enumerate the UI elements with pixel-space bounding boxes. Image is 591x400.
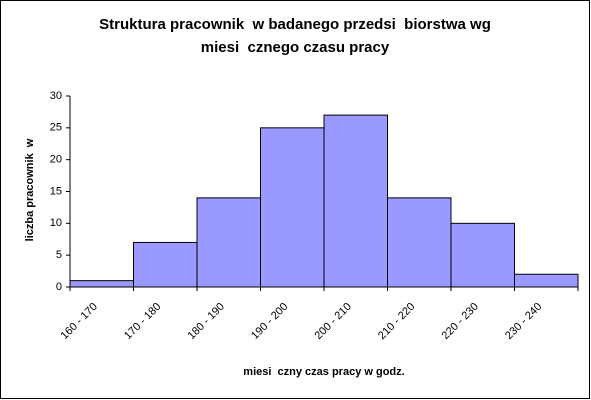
y-axis-title: liczba pracownik w [24,138,36,241]
bar [323,114,388,288]
chart-title: Struktura pracownik w badanego przedsi b… [99,16,491,33]
bar [387,197,452,288]
y-tick-label: 0 [56,281,62,293]
y-tick-label: 30 [50,90,62,102]
x-axis-title: miesi czny czas pracy w godz. [243,366,404,378]
y-tick-label: 15 [50,185,62,197]
bar [260,127,325,288]
y-tick-label: 10 [50,217,62,229]
bar [514,273,579,288]
y-tick-label: 20 [50,154,62,166]
y-tick-label: 25 [50,122,62,134]
bar [450,222,515,288]
bar [196,197,261,288]
bar [69,280,134,288]
chart-title: miesi cznego czasu pracy [201,39,390,56]
y-tick-label: 5 [56,249,62,261]
bar [133,241,198,288]
